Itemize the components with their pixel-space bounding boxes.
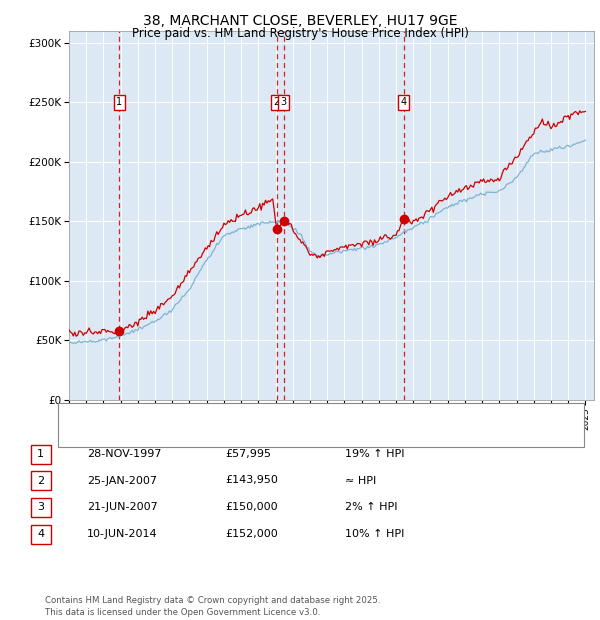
Text: 2: 2: [37, 476, 44, 485]
Text: Contains HM Land Registry data © Crown copyright and database right 2025.
This d: Contains HM Land Registry data © Crown c…: [45, 596, 380, 617]
Text: 38, MARCHANT CLOSE, BEVERLEY, HU17 9GE: 38, MARCHANT CLOSE, BEVERLEY, HU17 9GE: [143, 14, 457, 28]
Text: £152,000: £152,000: [225, 529, 278, 539]
Text: 10% ↑ HPI: 10% ↑ HPI: [345, 529, 404, 539]
Text: 28-NOV-1997: 28-NOV-1997: [87, 449, 161, 459]
Text: Price paid vs. HM Land Registry's House Price Index (HPI): Price paid vs. HM Land Registry's House …: [131, 27, 469, 40]
Text: HPI: Average price, semi-detached house, East Riding of Yorkshire: HPI: Average price, semi-detached house,…: [104, 432, 427, 441]
Text: 21-JUN-2007: 21-JUN-2007: [87, 502, 158, 512]
Text: 3: 3: [281, 97, 287, 107]
Text: 19% ↑ HPI: 19% ↑ HPI: [345, 449, 404, 459]
Text: 2: 2: [274, 97, 280, 107]
Text: 1: 1: [116, 97, 122, 107]
Text: 10-JUN-2014: 10-JUN-2014: [87, 529, 158, 539]
Text: 2% ↑ HPI: 2% ↑ HPI: [345, 502, 398, 512]
Text: 3: 3: [37, 502, 44, 512]
Text: 38, MARCHANT CLOSE, BEVERLEY, HU17 9GE (semi-detached house): 38, MARCHANT CLOSE, BEVERLEY, HU17 9GE (…: [104, 410, 442, 420]
Text: 1: 1: [37, 449, 44, 459]
Text: £143,950: £143,950: [225, 476, 278, 485]
Text: 25-JAN-2007: 25-JAN-2007: [87, 476, 157, 485]
Text: £150,000: £150,000: [225, 502, 278, 512]
Text: 4: 4: [401, 97, 407, 107]
Text: £57,995: £57,995: [225, 449, 271, 459]
Text: ≈ HPI: ≈ HPI: [345, 476, 376, 485]
Text: 4: 4: [37, 529, 44, 539]
